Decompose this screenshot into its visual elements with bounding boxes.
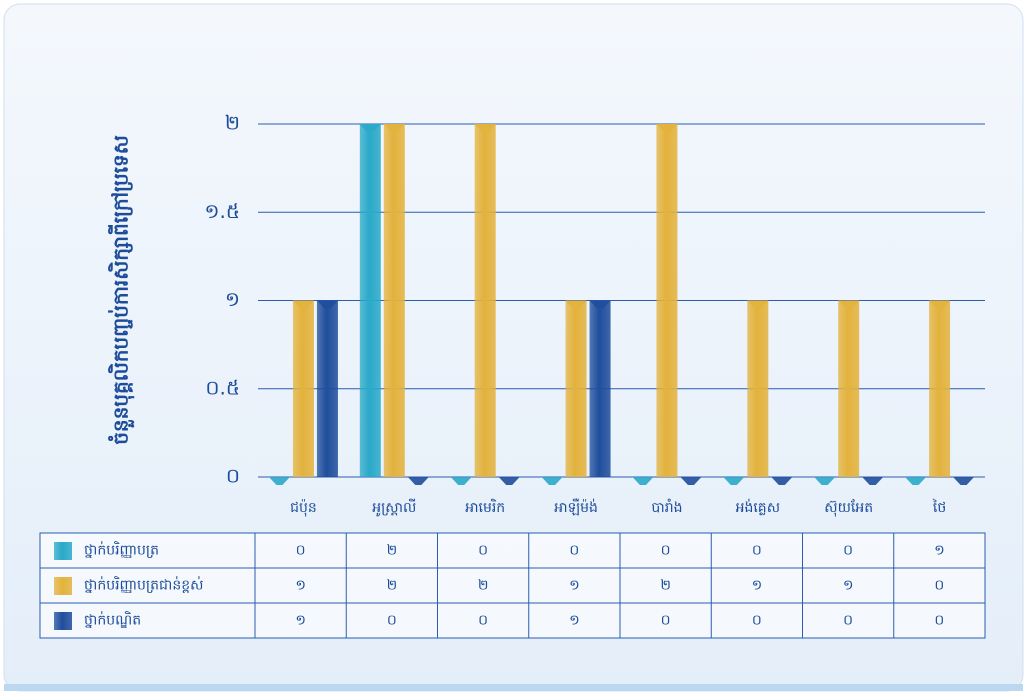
table-cell: ២ — [387, 578, 398, 594]
bar — [292, 300, 314, 477]
bar — [474, 124, 496, 477]
table-cell: ២ — [478, 578, 489, 594]
bar-cap — [316, 300, 338, 309]
bar-cap — [953, 477, 975, 485]
legend-label: ថ្នាក់បរិញ្ញាបត្រ — [84, 541, 159, 559]
bar-cap — [292, 300, 314, 309]
x-tick-label: អូស្ត្រាលី — [372, 498, 416, 517]
bar-cap — [814, 477, 836, 485]
table-cell: ០ — [478, 613, 488, 629]
bar — [565, 300, 587, 477]
legend-label: ថ្នាក់បណ្ឌិត — [84, 611, 141, 629]
bar — [747, 300, 769, 477]
y-axis-title: ចំនួនបុគ្គលិកបញ្ចប់ការសិក្សាពីក្រៅប្រទេស — [108, 135, 135, 445]
bar-cap — [498, 477, 520, 485]
bar — [929, 300, 951, 477]
table-cell: ២ — [387, 543, 398, 559]
table-cell: ០ — [661, 543, 671, 559]
bar — [359, 124, 381, 477]
bar-cap — [862, 477, 884, 485]
table-cell: ០ — [934, 578, 944, 594]
table-cell: ១ — [843, 578, 854, 594]
table-cell: ០ — [752, 613, 762, 629]
table-cell: ១ — [752, 578, 763, 594]
y-tick-label: ១.៥ — [204, 199, 240, 223]
bar-cap — [407, 477, 429, 485]
card-footer — [4, 684, 1023, 691]
y-tick-label: ០.៥ — [205, 375, 240, 399]
bar — [589, 300, 611, 477]
x-tick-label: អាឡឺម៉ង់ — [554, 498, 598, 516]
bar-cap — [383, 124, 405, 132]
bar-cap — [565, 300, 587, 309]
bar — [316, 300, 338, 477]
x-tick-label: ថៃ — [932, 498, 946, 516]
table-cell: ០ — [296, 543, 306, 559]
bar-cap — [905, 477, 927, 485]
x-tick-label: អាមេរិក — [465, 498, 505, 516]
bar-cap — [541, 477, 563, 485]
table-cell: ០ — [934, 613, 944, 629]
table-cell: ០ — [752, 543, 762, 559]
table-frame — [39, 532, 986, 639]
bar — [656, 124, 678, 477]
table-cell: ០ — [843, 613, 853, 629]
table-cell: ០ — [843, 543, 853, 559]
table-cell: ១ — [569, 578, 580, 594]
bar-cap — [771, 477, 793, 485]
table-cell: ១ — [569, 613, 580, 629]
bar-cap — [268, 477, 290, 485]
table-cell: ០ — [569, 543, 579, 559]
legend-swatch — [54, 577, 72, 595]
table-cell: ០ — [387, 613, 397, 629]
bar-cap — [359, 124, 381, 132]
bar — [383, 124, 405, 477]
bar-cap — [632, 477, 654, 485]
legend-swatch — [54, 542, 72, 560]
y-tick-label: ០ — [226, 464, 240, 488]
bar-cap — [474, 124, 496, 132]
bar-cap — [838, 300, 860, 309]
bar-cap — [589, 300, 611, 309]
table-cell: ១ — [295, 613, 306, 629]
y-tick-label: ១ — [225, 287, 240, 311]
x-tick-label: ជប៉ុន — [290, 499, 317, 517]
x-tick-label: ស៊ុយអែត — [824, 499, 873, 517]
legend-swatch — [54, 612, 72, 630]
bar-cap — [723, 477, 745, 485]
table-cell: ២ — [660, 578, 671, 594]
bar-cap — [929, 300, 951, 309]
table-cell: ០ — [478, 543, 488, 559]
x-tick-label: អង់គ្លេស — [736, 498, 780, 516]
bar-cap — [450, 477, 472, 485]
bar-cap — [747, 300, 769, 309]
table-cell: ១ — [934, 543, 945, 559]
bar-cap — [680, 477, 702, 485]
legend-label: ថ្នាក់បរិញ្ញាបត្រជាន់ខ្ពស់ — [84, 576, 203, 594]
bar-cap — [656, 124, 678, 132]
table-cell: ១ — [295, 578, 306, 594]
bar — [838, 300, 860, 477]
y-tick-label: ២ — [225, 111, 240, 135]
table-cell: ០ — [661, 613, 671, 629]
x-tick-label: បារាំង — [651, 498, 682, 516]
